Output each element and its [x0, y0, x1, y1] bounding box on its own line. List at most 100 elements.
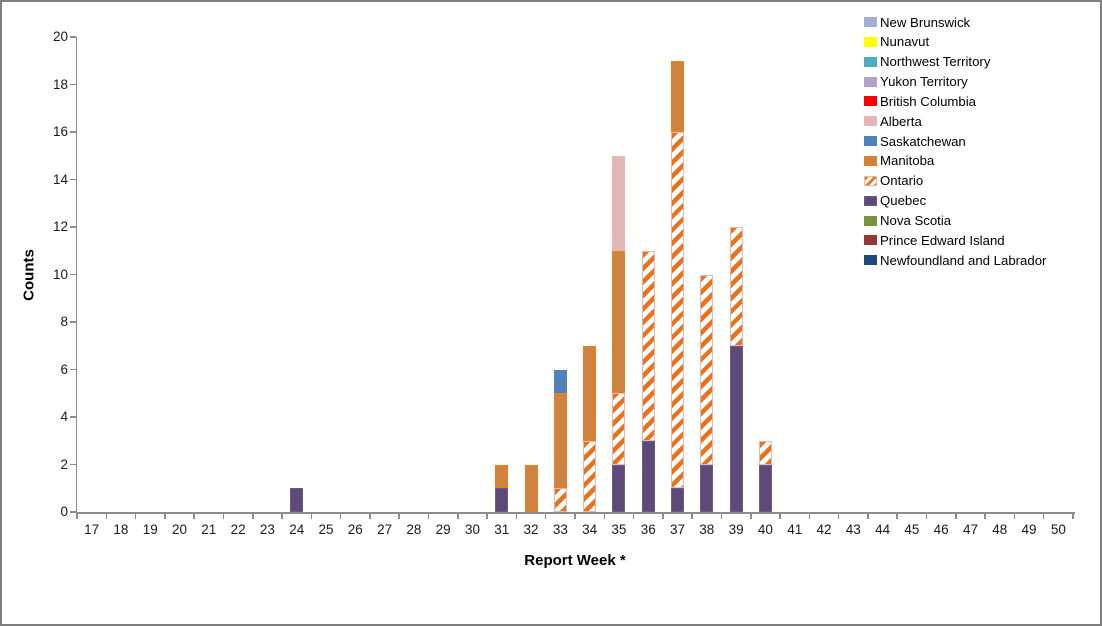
x-axis-tick	[632, 513, 635, 519]
legend-item-alberta: Alberta	[864, 114, 922, 129]
x-axis-tick	[837, 513, 840, 519]
x-axis-tick	[193, 513, 195, 519]
bar-segment-quebec-week-39	[729, 345, 743, 512]
bar-segment-manitoba-week-37	[671, 60, 685, 132]
bar-segment-ontario-week-37	[671, 132, 685, 489]
legend-label: Quebec	[880, 193, 927, 209]
bar-segment-quebec-week-35	[612, 464, 626, 512]
x-tick-label: 18	[113, 522, 129, 537]
y-tick-label: 2	[60, 456, 68, 472]
x-axis-tick	[515, 513, 518, 519]
x-tick-label: 38	[699, 522, 715, 537]
x-axis-tick	[720, 513, 723, 519]
legend-item-new-brunswick: New Brunswick	[864, 14, 971, 30]
legend-item-yukon-territory: Yukon Territory	[864, 74, 968, 90]
y-axis-line	[75, 37, 77, 514]
x-axis-tick	[1042, 513, 1045, 519]
x-axis-tick	[398, 513, 400, 519]
legend-label: British Columbia	[880, 93, 977, 109]
legend-swatch-saskatchewan-icon	[864, 136, 877, 147]
y-tick-label: 0	[60, 504, 68, 519]
bar-segment-ontario-week-33	[553, 488, 567, 512]
legend-swatch-alberta-icon	[864, 116, 877, 127]
y-tick-label: 20	[52, 29, 68, 44]
legend-label: New Brunswick	[880, 14, 971, 30]
x-axis-tick	[662, 513, 664, 519]
bar-segment-manitoba-week-31	[495, 464, 509, 489]
y-axis-tick	[70, 131, 76, 133]
x-tick-label: 21	[201, 522, 217, 537]
y-axis-tick	[70, 416, 76, 418]
bar-segment-quebec-week-37	[671, 488, 685, 512]
x-axis-tick	[544, 513, 547, 519]
x-tick-label: 28	[406, 522, 422, 537]
x-tick-label: 19	[142, 522, 158, 537]
y-axis-tick	[70, 511, 76, 513]
x-tick-label: 35	[611, 522, 627, 537]
legend-item-northwest-territory: Northwest Territory	[864, 54, 991, 70]
x-tick-label: 47	[962, 522, 978, 537]
legend-label: Saskatchewan	[880, 133, 966, 149]
x-axis-tick	[252, 513, 254, 519]
legend-item-newfoundland-and-labrador: Newfoundland and Labrador	[864, 252, 1047, 268]
x-axis-tick	[1072, 513, 1074, 519]
legend-item-ontario: Ontario	[864, 173, 924, 189]
bar-segment-quebec-week-31	[495, 488, 509, 512]
y-tick-label: 8	[60, 314, 68, 329]
x-axis-tick	[486, 513, 488, 519]
x-tick-label: 34	[582, 522, 598, 537]
legend-label: Newfoundland and Labrador	[880, 252, 1047, 268]
bar-segment-manitoba-week-32	[524, 464, 538, 512]
x-axis-tick	[281, 513, 283, 519]
x-axis-tick	[134, 513, 137, 519]
x-axis-tick	[779, 513, 781, 519]
bar-segment-quebec-week-36	[641, 440, 655, 512]
x-tick-label: 31	[494, 522, 510, 537]
y-axis-tick	[70, 83, 76, 86]
x-tick-label: 50	[1050, 522, 1066, 537]
x-axis-tick	[691, 513, 693, 519]
bar-segment-quebec-week-40	[758, 464, 772, 512]
legend-swatch-yukon-territory-icon	[864, 76, 877, 87]
x-axis-tick	[105, 513, 108, 519]
x-axis-tick	[808, 513, 811, 519]
legend-label: Ontario	[880, 173, 924, 189]
legend-item-nova-scotia: Nova Scotia	[864, 213, 952, 228]
legend-swatch-nunavut-icon	[864, 36, 877, 47]
x-axis-tick	[310, 513, 313, 519]
legend-swatch-manitoba-icon	[864, 155, 877, 166]
x-tick-label: 39	[728, 522, 744, 537]
x-axis-tick	[1013, 513, 1016, 519]
bar-segment-saskatchewan-week-33	[553, 369, 567, 394]
legend-label: Yukon Territory	[880, 74, 968, 90]
x-tick-label: 37	[670, 522, 686, 537]
x-axis-tick	[925, 513, 928, 519]
x-axis-tick	[574, 513, 576, 519]
bar-segment-ontario-week-34	[583, 440, 597, 512]
x-tick-label: 20	[172, 522, 188, 537]
legend-label: Northwest Territory	[880, 54, 991, 70]
y-axis-tick	[70, 226, 76, 228]
legend-label: Nunavut	[880, 34, 930, 50]
x-axis-tick	[76, 513, 78, 519]
bar-segment-ontario-week-39	[729, 227, 743, 346]
legend-label: Nova Scotia	[880, 213, 952, 228]
x-tick-label: 42	[816, 522, 832, 537]
bar-segment-manitoba-week-34	[583, 345, 597, 441]
legend-item-british-columbia: British Columbia	[864, 93, 977, 109]
x-axis-tick	[984, 513, 986, 519]
legend-swatch-quebec-icon	[864, 195, 877, 206]
bar-segment-ontario-week-38	[700, 274, 714, 465]
y-tick-label: 14	[52, 171, 68, 187]
x-axis-tick	[369, 513, 371, 519]
y-axis-tick	[70, 368, 76, 371]
x-tick-label: 33	[552, 522, 568, 537]
legend-swatch-newfoundland-and-labrador-icon	[864, 255, 877, 266]
x-tick-label: 46	[933, 522, 949, 537]
x-tick-label: 45	[904, 522, 920, 537]
x-tick-label: 22	[230, 522, 246, 537]
y-tick-label: 12	[52, 219, 68, 234]
x-tick-label: 17	[84, 522, 100, 537]
x-tick-label: 23	[259, 522, 275, 537]
